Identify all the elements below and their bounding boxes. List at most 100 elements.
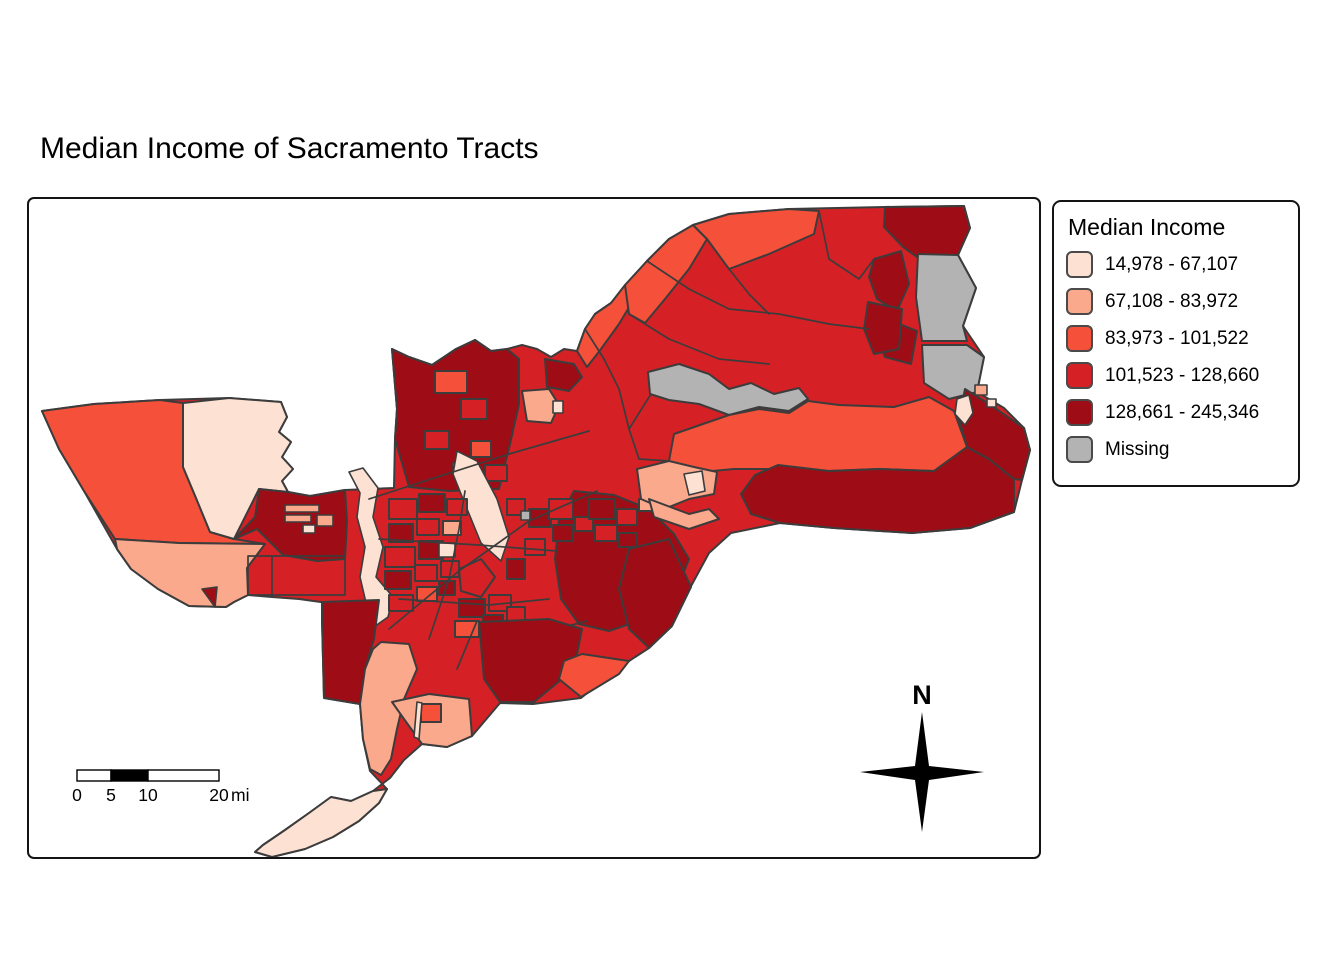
tract-border bbox=[728, 268, 770, 315]
tract bbox=[524, 538, 546, 556]
legend-label: 67,108 - 83,972 bbox=[1105, 291, 1239, 312]
tract bbox=[201, 586, 218, 608]
tract bbox=[506, 606, 526, 622]
tract-border bbox=[584, 328, 630, 430]
tract bbox=[302, 524, 316, 534]
tract bbox=[506, 558, 526, 580]
legend-swatch-q2 bbox=[1066, 288, 1093, 315]
road-line bbox=[456, 620, 478, 670]
tract bbox=[616, 508, 638, 526]
tract bbox=[588, 498, 616, 520]
tract bbox=[594, 524, 618, 542]
tract bbox=[420, 703, 442, 723]
tract bbox=[552, 524, 574, 542]
legend-label: 83,973 - 101,522 bbox=[1105, 328, 1249, 349]
legend-box: Median Income 14,978 - 67,107 67,108 - 8… bbox=[1052, 200, 1300, 487]
tract bbox=[388, 498, 418, 520]
tract-border bbox=[628, 393, 670, 462]
road-network bbox=[368, 430, 598, 670]
choropleth-map: 0 5 10 20 mi N bbox=[41, 205, 1031, 857]
scale-bar-segment bbox=[110, 769, 149, 782]
scale-bar-segment bbox=[76, 769, 112, 782]
tract bbox=[544, 358, 583, 392]
legend-swatch-q5 bbox=[1066, 399, 1093, 426]
tract bbox=[284, 504, 320, 513]
tract bbox=[863, 301, 903, 355]
tract bbox=[438, 542, 456, 558]
tract bbox=[958, 388, 1031, 481]
scale-bar-segment bbox=[147, 769, 220, 782]
tract bbox=[442, 520, 462, 536]
tract bbox=[359, 641, 418, 776]
tract bbox=[974, 384, 988, 396]
legend-swatch-missing bbox=[1066, 436, 1093, 463]
tail-tract bbox=[254, 788, 388, 857]
legend-swatch-q4 bbox=[1066, 362, 1093, 389]
tract bbox=[692, 208, 820, 270]
page-title: Median Income of Sacramento Tracts bbox=[40, 132, 539, 165]
tract bbox=[458, 558, 496, 598]
legend-label: 14,978 - 67,107 bbox=[1105, 254, 1239, 275]
north-arrow: N bbox=[860, 680, 984, 832]
tract bbox=[618, 538, 692, 649]
scale-label-0: 0 bbox=[72, 785, 82, 805]
tract bbox=[424, 430, 450, 450]
scale-label-10: 10 bbox=[138, 785, 158, 805]
legend-item: 83,973 - 101,522 bbox=[1066, 325, 1284, 352]
tract-border bbox=[628, 313, 770, 365]
road-line bbox=[398, 598, 550, 606]
tract-border-lines bbox=[584, 210, 875, 462]
legend-title: Median Income bbox=[1068, 214, 1226, 240]
compass-star-icon bbox=[860, 712, 984, 832]
road-line bbox=[378, 538, 558, 552]
tract bbox=[414, 564, 438, 582]
tract bbox=[460, 398, 488, 420]
scale-bar: 0 5 10 20 mi bbox=[72, 769, 249, 805]
legend-swatch-q3 bbox=[1066, 325, 1093, 352]
legend-item: Missing bbox=[1066, 436, 1284, 463]
tract bbox=[413, 701, 423, 740]
tract bbox=[470, 440, 492, 458]
tract bbox=[618, 532, 638, 548]
legend-item: 14,978 - 67,107 bbox=[1066, 251, 1284, 278]
legend-swatch-q1 bbox=[1066, 251, 1093, 278]
north-label: N bbox=[912, 680, 932, 710]
tract bbox=[418, 493, 446, 513]
tract bbox=[740, 446, 1015, 534]
tract bbox=[683, 470, 706, 496]
legend-item: 101,523 - 128,660 bbox=[1066, 362, 1284, 389]
legend-label: 101,523 - 128,660 bbox=[1105, 365, 1260, 386]
tract-border bbox=[818, 210, 875, 280]
tract bbox=[114, 538, 266, 608]
tract bbox=[384, 546, 416, 568]
tract bbox=[182, 397, 294, 540]
missing-tract bbox=[915, 253, 977, 342]
scale-label-5: 5 bbox=[106, 785, 116, 805]
tract bbox=[552, 400, 564, 414]
tract bbox=[986, 398, 997, 408]
scale-label-20: 20 bbox=[209, 785, 229, 805]
tract bbox=[384, 570, 412, 590]
road-line bbox=[368, 430, 590, 500]
tract bbox=[520, 510, 531, 521]
tract bbox=[416, 518, 440, 536]
legend-item: 67,108 - 83,972 bbox=[1066, 288, 1284, 315]
tract bbox=[574, 516, 594, 532]
tract bbox=[458, 598, 486, 618]
tract bbox=[434, 370, 468, 394]
tract bbox=[548, 498, 574, 520]
river-tract bbox=[452, 450, 510, 562]
tract bbox=[558, 653, 630, 698]
tract bbox=[528, 508, 552, 528]
tract bbox=[316, 514, 334, 527]
tract-border bbox=[247, 555, 346, 596]
tract bbox=[388, 594, 414, 612]
tract bbox=[668, 396, 968, 474]
tract bbox=[478, 618, 583, 703]
legend-label: 128,661 - 245,346 bbox=[1105, 402, 1260, 423]
tract bbox=[284, 514, 312, 523]
legend-item: 128,661 - 245,346 bbox=[1066, 399, 1284, 426]
river-tract bbox=[348, 467, 394, 628]
tract-border bbox=[646, 260, 870, 330]
tract bbox=[416, 586, 438, 602]
